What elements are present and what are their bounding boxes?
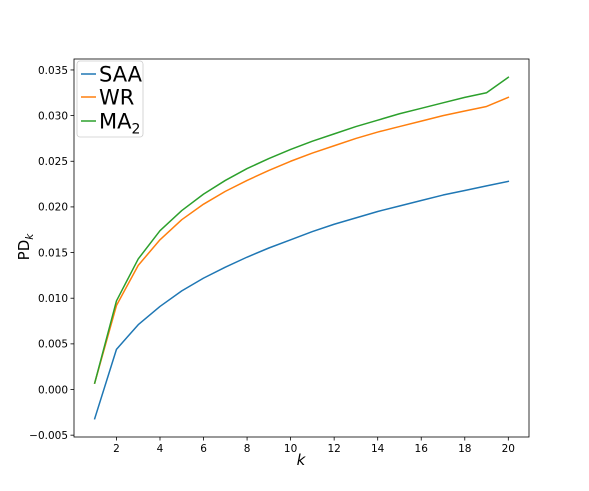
y-axis-label: PDk	[15, 233, 36, 261]
series-line-ma	[93, 76, 510, 385]
legend-label-wr: WR	[99, 86, 134, 110]
y-axis-label-subscript: k	[24, 233, 36, 240]
y-tick-label: 0.000	[38, 384, 68, 396]
y-tick-label: −0.005	[29, 430, 68, 442]
y-tick-label: 0.035	[38, 65, 68, 77]
x-tick-label: 14	[371, 443, 385, 455]
y-tick-label: 0.025	[38, 156, 68, 168]
x-axis-ticks: 2 4 6 8 10 12 14 16 18 20	[113, 437, 515, 455]
x-axis-label: k	[297, 451, 307, 469]
y-axis-ticks: −0.005 0.000 0.005 0.010 0.015 0.020 0.025 0.03…	[29, 65, 74, 442]
y-tick-label: 0.015	[38, 247, 68, 259]
y-tick-label: 0.010	[38, 293, 68, 305]
x-tick-label: 4	[157, 443, 164, 455]
legend-label-ma: MA2	[99, 110, 140, 138]
x-tick-label: 8	[244, 443, 251, 455]
x-tick-label: 10	[284, 443, 297, 455]
x-tick-label: 18	[458, 443, 471, 455]
y-axis-label-main: PD	[15, 240, 33, 261]
x-tick-label: 6	[200, 443, 207, 455]
plot-frame	[73, 58, 530, 438]
y-tick-label: 0.020	[38, 202, 68, 214]
legend-label-saa: SAA	[99, 63, 143, 87]
y-tick-label: 0.030	[38, 110, 68, 122]
x-tick-label: 20	[502, 443, 515, 455]
series-line-wr	[93, 96, 510, 385]
x-tick-label: 12	[327, 443, 340, 455]
y-tick-label: 0.005	[38, 339, 68, 351]
x-tick-label: 16	[415, 443, 429, 455]
series-line-saa	[93, 180, 510, 420]
legend-box	[76, 60, 144, 138]
x-tick-label: 2	[113, 443, 120, 455]
plot-lines	[93, 76, 510, 420]
